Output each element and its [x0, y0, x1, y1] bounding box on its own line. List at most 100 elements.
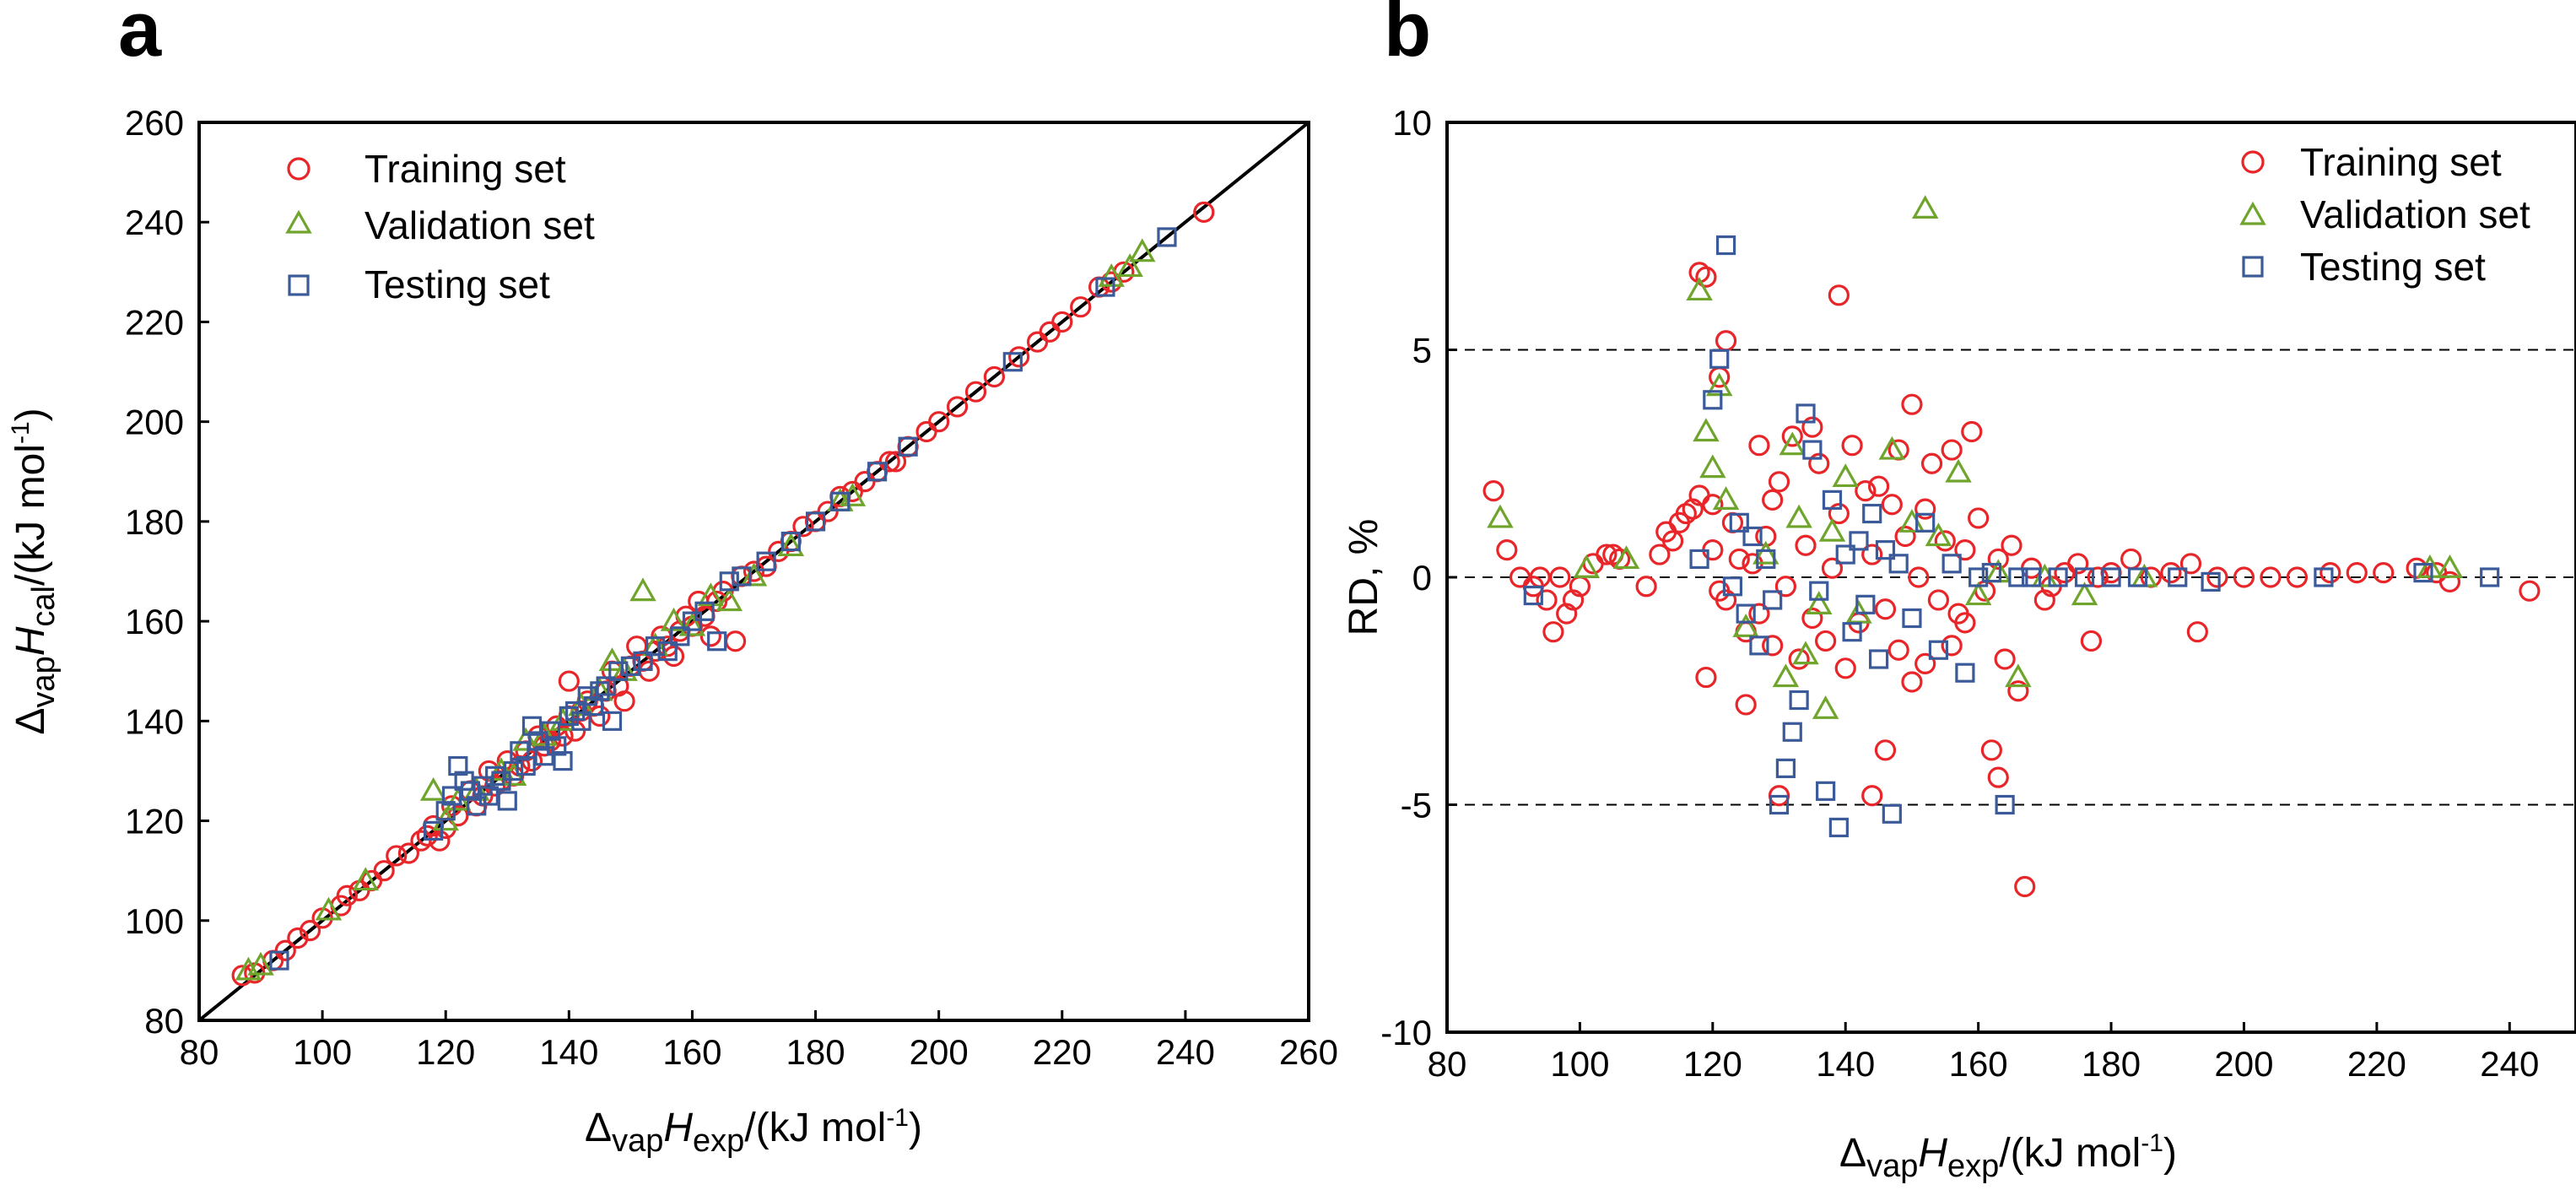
legend-testing-square-icon	[2242, 256, 2264, 278]
training-set-point	[1914, 652, 1936, 675]
testing-set-point	[503, 760, 524, 782]
training-set-point	[1715, 589, 1737, 611]
training-set-point	[2438, 571, 2461, 592]
testing-set-point	[1835, 544, 1855, 565]
training-set-point	[2286, 566, 2309, 588]
testing-set-point	[1523, 585, 1543, 606]
testing-set-point	[1802, 440, 1823, 460]
testing-set-point	[1855, 594, 1876, 614]
testing-set-point	[2074, 567, 2095, 587]
testing-set-point	[534, 746, 554, 766]
testing-set-point	[805, 511, 826, 532]
testing-set-point	[645, 636, 666, 657]
training-set-point	[1051, 311, 1073, 333]
panel-a-legend-validation-label: Validation set	[365, 203, 595, 247]
training-set-point	[1661, 530, 1684, 552]
training-set-point	[2054, 562, 2076, 584]
testing-set-point	[510, 741, 530, 761]
training-set-point	[1841, 435, 1863, 457]
panel-b-legend-training-label: Training set	[2300, 140, 2502, 184]
training-set-point	[2260, 566, 2282, 588]
panel-a-letter: a	[118, 0, 162, 73]
validation-set-point	[1772, 663, 1800, 688]
testing-set-point	[1703, 390, 1723, 410]
panel-b-reference-lines	[1447, 349, 2576, 806]
training-set-point	[2007, 680, 2029, 702]
testing-set-point	[1955, 663, 1975, 683]
testing-set-point	[780, 531, 801, 552]
training-set-point	[2087, 566, 2109, 588]
training-set-point	[743, 560, 765, 582]
training-set-point	[1070, 296, 1092, 318]
testing-set-point	[1002, 352, 1023, 372]
testing-set-point	[2008, 567, 2028, 587]
training-set-point	[1702, 494, 1724, 516]
training-set-point	[662, 645, 685, 668]
testing-set-point	[2127, 567, 2148, 587]
panel-b: b 80 100 120 140 160 180 200 220 240 -10 -5 0 5 10 Tr…	[1342, 0, 2576, 1184]
testing-set-point	[898, 436, 918, 457]
training-set-point	[1821, 557, 1844, 579]
testing-set-point	[467, 796, 487, 816]
training-set-point	[1934, 530, 1956, 552]
panel-a: a 80 100 120 140 160 180 200 220 240 260 80 100 120 1…	[7, 0, 1338, 1159]
training-set-point	[1768, 471, 1790, 493]
testing-set-point	[1729, 512, 1749, 533]
y-tick-label: 140	[125, 701, 184, 741]
panel-a-reference-line	[197, 121, 1310, 1022]
x-tick-label: 140	[539, 1032, 598, 1072]
testing-set-point	[1763, 590, 1783, 610]
training-set-point	[1987, 548, 2009, 571]
training-set-point	[724, 630, 747, 652]
testing-set-point	[620, 656, 640, 676]
training-set-point	[946, 396, 969, 418]
training-set-point	[2373, 562, 2395, 584]
y-tick-label: -5	[1401, 786, 1432, 825]
training-set-point	[299, 919, 321, 942]
testing-set-point	[1789, 690, 1809, 711]
training-set-point	[1874, 598, 1897, 620]
training-set-point	[1828, 502, 1850, 525]
training-set-point	[1682, 498, 1704, 520]
testing-set-point	[608, 661, 629, 681]
testing-set-point	[732, 566, 752, 587]
training-set-point	[1715, 330, 1737, 352]
testing-set-point	[1928, 640, 1949, 660]
validation-set-point	[740, 562, 768, 587]
x-tick-label: 220	[1033, 1032, 1092, 1072]
training-set-point	[1649, 544, 1671, 565]
validation-set-point	[1129, 238, 1156, 262]
y-tick-label: 100	[125, 901, 184, 941]
testing-set-point	[2168, 567, 2188, 587]
testing-set-point	[1769, 794, 1790, 815]
training-set-point	[2346, 562, 2368, 584]
testing-set-point	[583, 695, 604, 717]
validation-set-point	[1785, 504, 1812, 528]
testing-set-point	[547, 736, 567, 756]
training-set-point	[1781, 425, 1803, 447]
training-set-point	[484, 775, 506, 797]
y-tick-label: 260	[125, 103, 184, 143]
training-set-point	[1861, 785, 1883, 807]
validation-set-point	[315, 896, 343, 921]
testing-set-point	[682, 611, 703, 631]
validation-set-point	[1911, 195, 1939, 219]
x-tick-label: 160	[1949, 1044, 2008, 1084]
training-set-point	[2014, 875, 2036, 898]
training-set-point	[429, 830, 451, 852]
training-set-point	[1881, 494, 1903, 516]
training-set-point	[1941, 635, 1963, 657]
testing-set-point	[1809, 581, 1829, 601]
training-set-point	[336, 884, 358, 906]
testing-set-point	[441, 786, 462, 806]
x-tick-label: 200	[2214, 1044, 2273, 1084]
validation-set-point	[1693, 418, 1720, 442]
testing-set-point	[1742, 526, 1763, 547]
training-set-point	[2120, 548, 2142, 571]
testing-set-point	[435, 801, 456, 821]
training-set-point	[884, 451, 907, 473]
training-set-point	[817, 500, 839, 522]
testing-set-point	[1749, 636, 1769, 656]
validation-set-point	[697, 582, 725, 607]
testing-set-point	[473, 776, 493, 796]
